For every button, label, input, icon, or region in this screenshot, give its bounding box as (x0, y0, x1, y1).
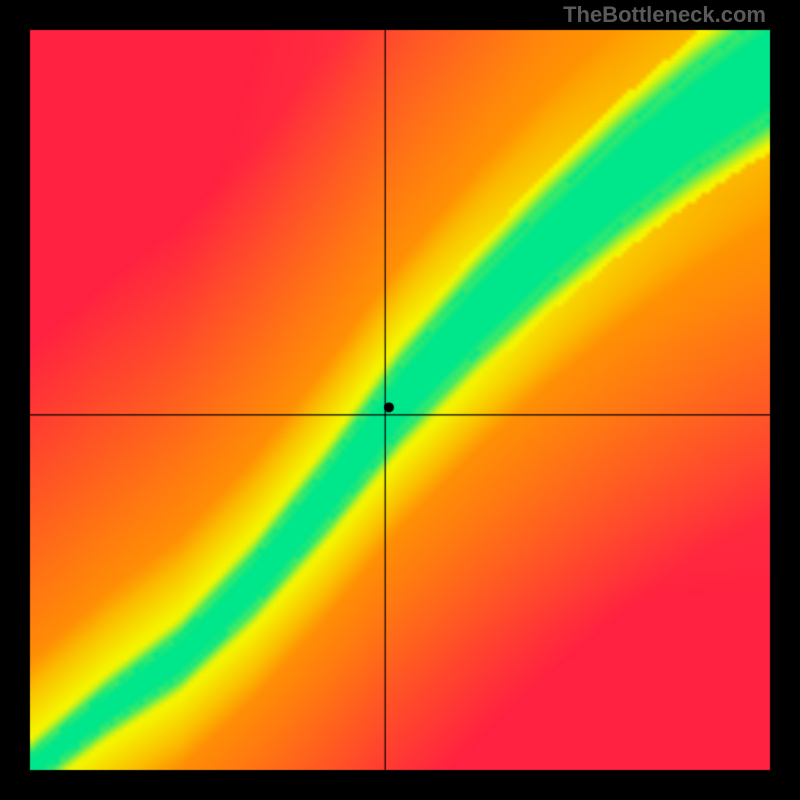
watermark-text: TheBottleneck.com (563, 2, 766, 28)
bottleneck-heatmap-chart: TheBottleneck.com (0, 0, 800, 800)
heatmap-canvas (0, 0, 800, 800)
